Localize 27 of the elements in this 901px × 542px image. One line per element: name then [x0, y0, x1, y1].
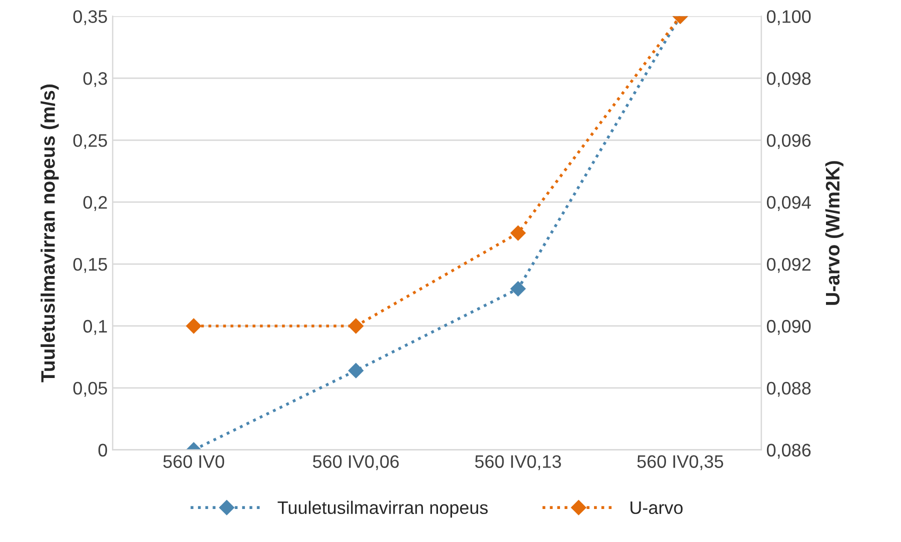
x-tick-label: 560 IV0,06 [312, 455, 399, 470]
y-tick-label: 0,2 [83, 196, 107, 211]
y2-axis-title: U-arvo (W/m2K) [825, 161, 844, 305]
y-tick-label: 0,35 [73, 10, 108, 26]
y-tick-label: 0,25 [73, 134, 108, 149]
y-tick-label: 0,3 [83, 72, 107, 88]
point [348, 318, 364, 334]
y2-tick-label: 0,094 [766, 196, 811, 211]
y-tick-label: 0,15 [73, 258, 108, 273]
y2-tick-label: 0,092 [766, 258, 810, 273]
y2-tick-label: 0,088 [766, 382, 811, 397]
x-tick-label: 560 IV0,35 [637, 455, 724, 470]
legend-label: U-arvo [630, 501, 683, 514]
y2-tick-label: 0,090 [766, 320, 811, 335]
x-tick-label: 560 IV0 [163, 455, 224, 468]
y2-tick-label: 0,100 [766, 10, 811, 26]
y-tick-label: 0,05 [73, 382, 108, 397]
y2-tick-label: 0,086 [766, 444, 811, 459]
point [186, 318, 202, 334]
y2-tick-label: 0,098 [766, 72, 811, 88]
y2-tick-label: 0,096 [766, 134, 811, 149]
point [510, 225, 526, 241]
y-tick-label: 0 [98, 444, 108, 457]
y-axis-title: Tuuletusilmavirran nopeus (m/s) [40, 84, 59, 382]
legend-label: Tuuletusilmavirran nopeus [278, 500, 488, 518]
y-tick-label: 0,1 [83, 320, 107, 335]
x-tick-label: 560 IV0,13 [475, 455, 561, 470]
